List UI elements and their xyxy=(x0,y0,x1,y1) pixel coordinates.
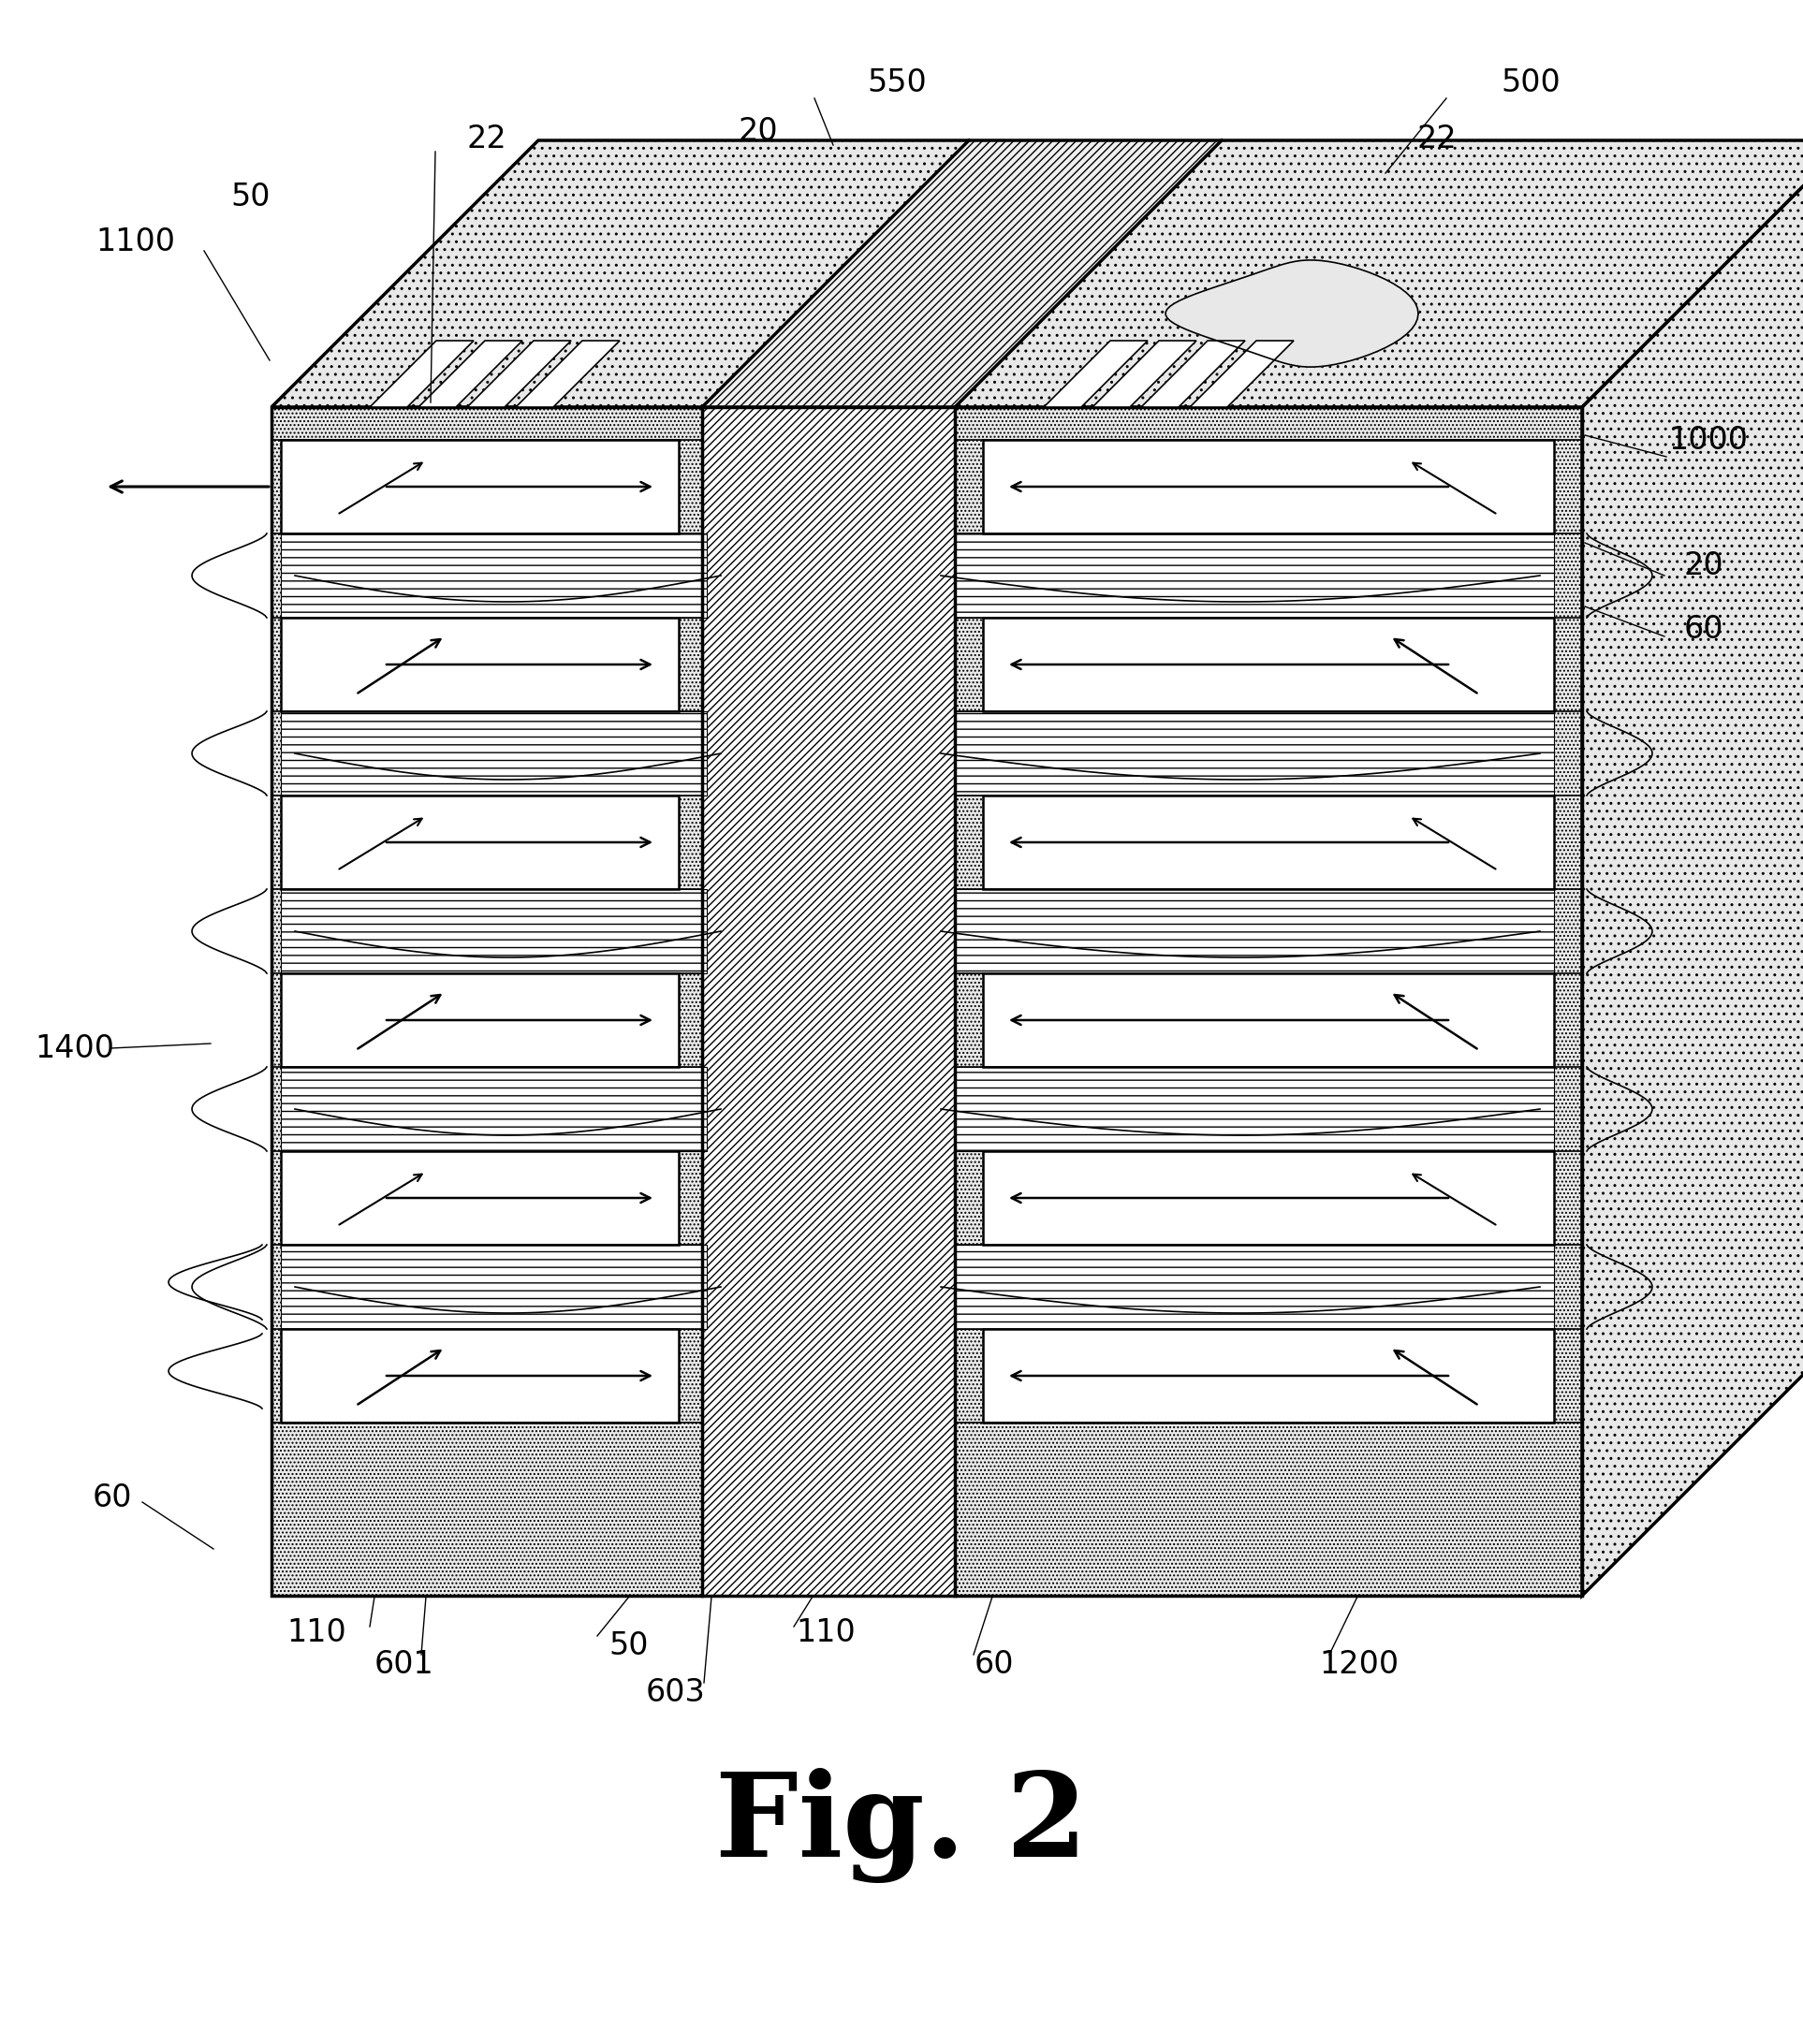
Polygon shape xyxy=(1141,341,1246,407)
Polygon shape xyxy=(701,141,1222,407)
Polygon shape xyxy=(1167,260,1419,368)
Text: 60: 60 xyxy=(1684,613,1724,644)
Bar xyxy=(956,889,1554,973)
Bar xyxy=(956,1245,1554,1329)
Bar xyxy=(281,617,678,711)
Text: Fig. 2: Fig. 2 xyxy=(716,1768,1087,1883)
Text: 60: 60 xyxy=(92,1482,132,1513)
Polygon shape xyxy=(1093,341,1197,407)
Text: 110: 110 xyxy=(287,1617,346,1650)
Bar xyxy=(281,439,678,533)
Bar xyxy=(281,1067,707,1151)
Polygon shape xyxy=(370,341,474,407)
Bar xyxy=(272,407,701,1596)
Bar xyxy=(272,407,1581,1596)
Polygon shape xyxy=(1190,341,1295,407)
Bar xyxy=(956,1067,1554,1151)
Text: 50: 50 xyxy=(609,1629,649,1660)
Text: 601: 601 xyxy=(375,1650,435,1680)
Text: 1400: 1400 xyxy=(34,1032,115,1063)
Polygon shape xyxy=(1044,341,1149,407)
Text: 1200: 1200 xyxy=(1320,1650,1399,1680)
Text: 500: 500 xyxy=(1500,67,1560,98)
Text: 22: 22 xyxy=(467,123,507,153)
Polygon shape xyxy=(956,141,1803,407)
Text: 22: 22 xyxy=(1417,123,1457,153)
Bar xyxy=(281,1245,707,1329)
Bar xyxy=(956,407,1581,1596)
Bar xyxy=(983,1151,1554,1245)
Bar xyxy=(281,533,707,617)
Polygon shape xyxy=(272,141,968,407)
Text: 60: 60 xyxy=(974,1650,1013,1680)
Bar xyxy=(983,617,1554,711)
Bar xyxy=(983,1329,1554,1423)
Polygon shape xyxy=(467,341,572,407)
Polygon shape xyxy=(516,341,620,407)
Bar xyxy=(281,1329,678,1423)
Text: 1000: 1000 xyxy=(1668,425,1749,456)
Text: 603: 603 xyxy=(645,1676,705,1707)
Bar xyxy=(281,889,707,973)
Bar xyxy=(281,795,678,889)
Text: 1100: 1100 xyxy=(96,227,175,258)
Text: 20: 20 xyxy=(737,117,779,147)
Bar xyxy=(983,973,1554,1067)
Bar xyxy=(983,439,1554,533)
Bar xyxy=(956,533,1554,617)
Bar xyxy=(701,407,956,1596)
Text: 20: 20 xyxy=(1684,550,1724,583)
Polygon shape xyxy=(1581,141,1803,1596)
Text: 50: 50 xyxy=(231,182,270,213)
Bar xyxy=(956,711,1554,795)
Text: 110: 110 xyxy=(795,1617,855,1650)
Bar xyxy=(281,1151,678,1245)
Polygon shape xyxy=(418,341,523,407)
Bar xyxy=(281,973,678,1067)
Bar xyxy=(983,795,1554,889)
Bar xyxy=(281,711,707,795)
Text: 550: 550 xyxy=(867,67,927,98)
